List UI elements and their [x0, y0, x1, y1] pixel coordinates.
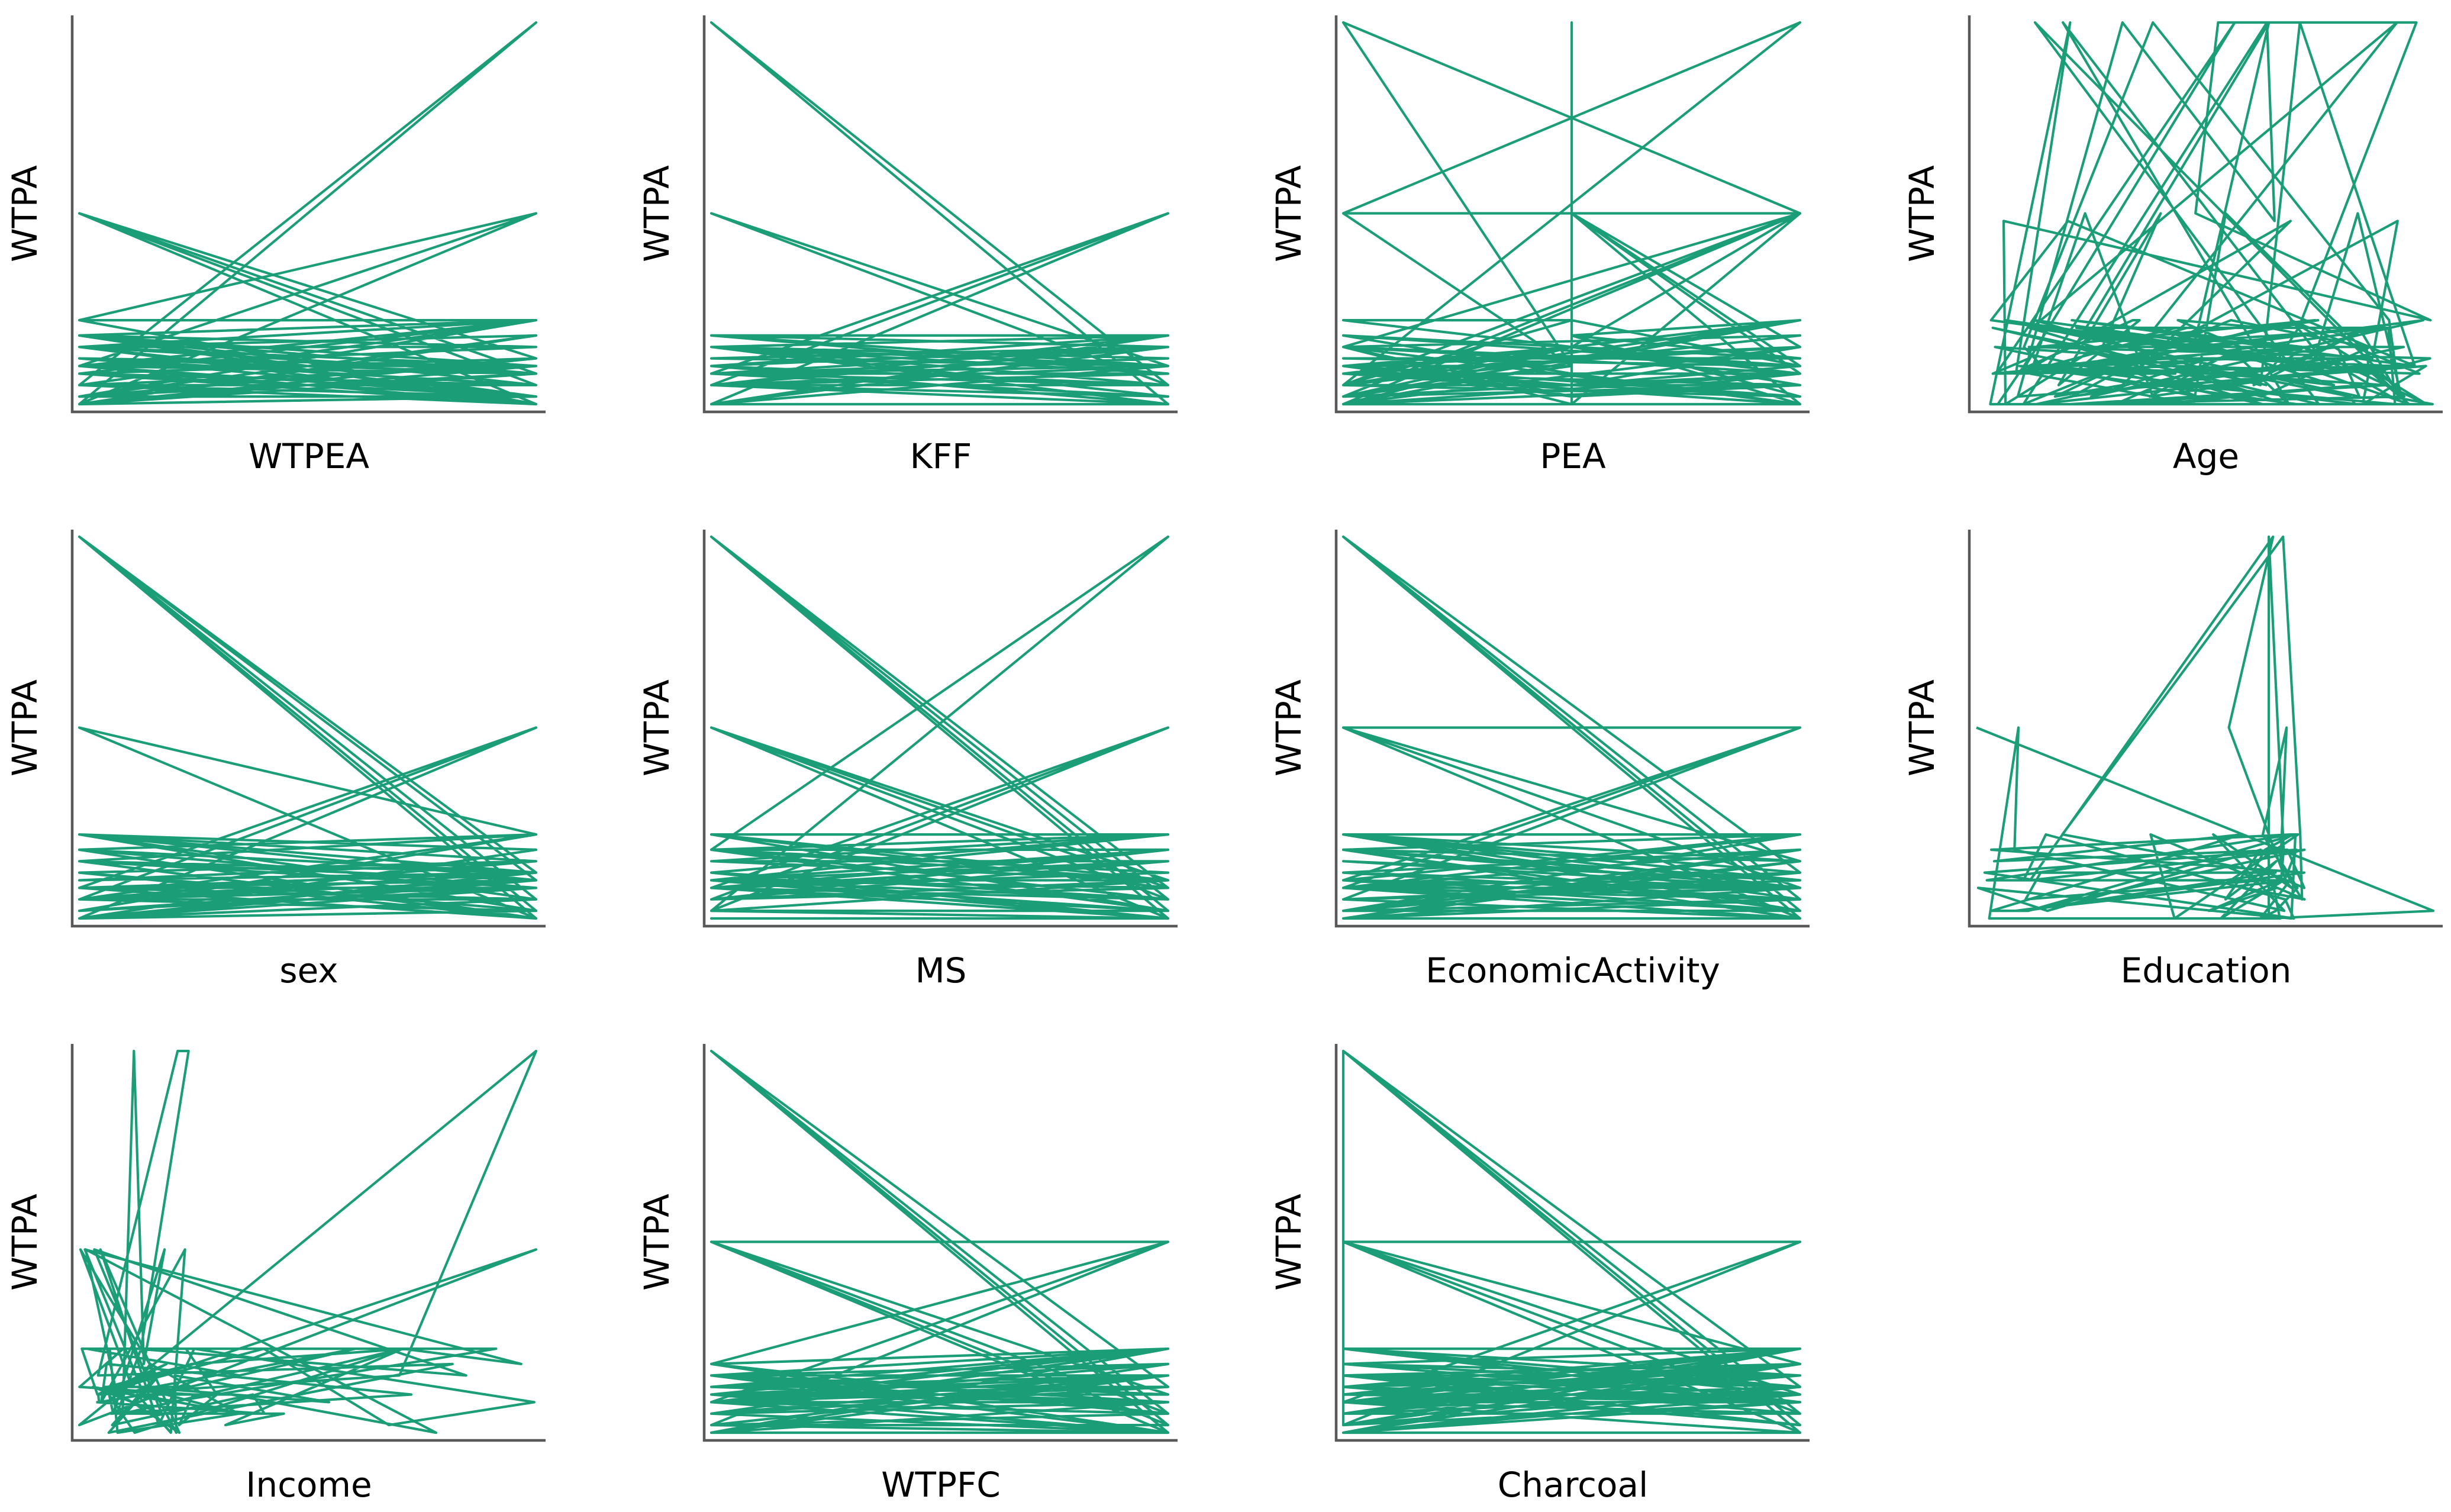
axis-lines [702, 15, 1178, 414]
panel-sex: sex WTPA [5, 530, 546, 991]
wtpa-series-line [78, 535, 538, 920]
panel-income: Income WTPA [5, 1044, 546, 1505]
x-axis-label: Education [2121, 950, 2292, 991]
wtpa-series-line [1976, 535, 2435, 920]
axis-lines [1334, 1044, 1810, 1442]
wtpa-series-line [1341, 535, 1802, 920]
y-axis-label: WTPA [637, 679, 677, 776]
panel-ms: MS WTPA [637, 530, 1178, 991]
y-axis-label: WTPA [1269, 1194, 1309, 1291]
x-axis-label: WTPFC [881, 1465, 1001, 1505]
y-axis-label: WTPA [5, 679, 45, 776]
y-axis-label: WTPA [637, 1194, 677, 1291]
axis-lines [1968, 15, 2443, 414]
wtpa-series-line [710, 1049, 1170, 1434]
x-axis-label: KFF [910, 436, 972, 476]
axis-lines [70, 1044, 546, 1442]
y-axis-label: WTPA [5, 165, 45, 262]
axis-lines [702, 530, 1178, 928]
x-axis-label: Charcoal [1498, 1465, 1648, 1505]
x-axis-label: MS [915, 950, 967, 991]
axis-lines [1334, 15, 1810, 414]
wtpa-series-line [710, 535, 1170, 920]
wtpa-series-line [1341, 1049, 1802, 1434]
axis-lines [702, 1044, 1178, 1442]
panel-pea: PEA WTPA [1269, 15, 1810, 476]
x-axis-label: Income [246, 1465, 372, 1505]
y-axis-label: WTPA [637, 165, 677, 262]
x-axis-label: sex [279, 950, 338, 991]
x-axis-label: EconomicActivity [1426, 950, 1720, 991]
wtpa-series-line [78, 21, 538, 406]
panel-wtpea: WTPEA WTPA [5, 15, 546, 476]
axis-lines [1334, 530, 1810, 928]
panel-wtpfc: WTPFC WTPA [637, 1044, 1178, 1505]
x-axis-label: Age [2173, 436, 2239, 476]
y-axis-label: WTPA [1269, 679, 1309, 776]
panel-education: Education WTPA [1902, 530, 2443, 991]
y-axis-label: WTPA [1269, 165, 1309, 262]
panel-kff: KFF WTPA [637, 15, 1178, 476]
y-axis-label: WTPA [1902, 165, 1942, 262]
panel-age: Age WTPA [1902, 15, 2443, 476]
axis-lines [1968, 530, 2443, 928]
wtpa-series-line [1989, 21, 2434, 406]
y-axis-label: WTPA [1902, 679, 1942, 776]
panel-economicactivity: EconomicActivity WTPA [1269, 530, 1810, 991]
x-axis-label: PEA [1540, 436, 1606, 476]
x-axis-label: WTPEA [249, 436, 369, 476]
wtpa-series-line [710, 21, 1170, 406]
axis-lines [70, 530, 546, 928]
y-axis-label: WTPA [5, 1194, 45, 1291]
wtpa-series-line [1341, 21, 1802, 406]
wtpa-series-line [78, 1049, 538, 1434]
axis-lines [70, 15, 546, 414]
panel-charcoal: Charcoal WTPA [1269, 1044, 1810, 1505]
